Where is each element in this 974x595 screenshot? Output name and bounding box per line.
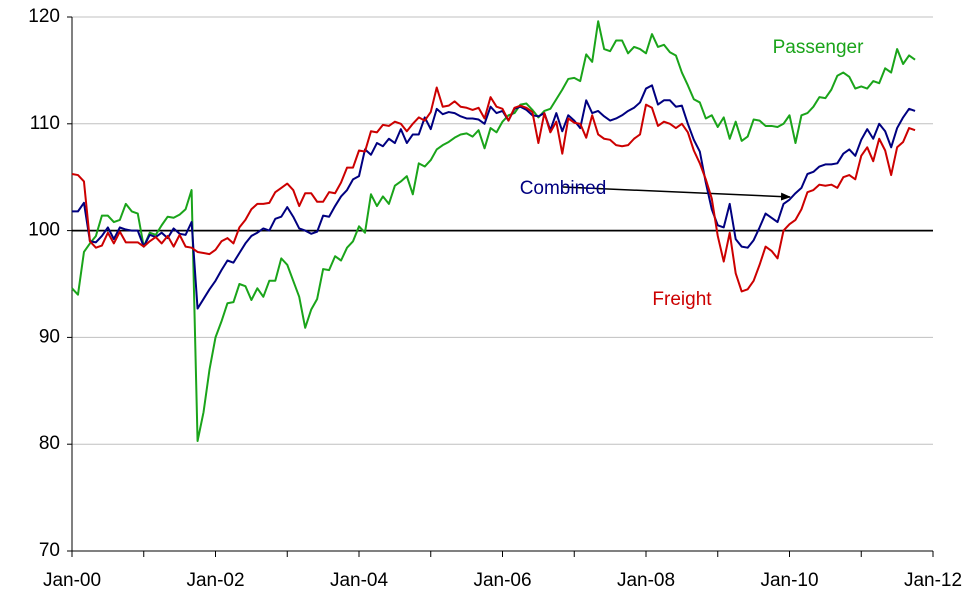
x-tick-label: Jan-02 (186, 570, 244, 591)
x-tick-label: Jan-06 (473, 570, 531, 591)
x-tick-label: Jan-12 (904, 570, 962, 591)
x-tick-label: Jan-04 (330, 570, 389, 591)
series-line (71, 86, 916, 293)
y-tick-label: 70 (39, 540, 60, 561)
series-label: Freight (652, 289, 712, 310)
series-label: Combined (520, 178, 607, 199)
series-label: Passenger (773, 37, 865, 58)
y-tick-label: 120 (28, 6, 60, 27)
series-line (71, 20, 916, 442)
x-tick-label: Jan-00 (43, 570, 101, 591)
y-tick-label: 100 (28, 220, 60, 241)
x-tick-label: Jan-08 (617, 570, 675, 591)
x-tick-label: Jan-10 (760, 570, 818, 591)
y-tick-label: 90 (39, 326, 60, 347)
y-tick-label: 110 (30, 113, 60, 134)
series-line (72, 84, 916, 310)
y-tick-label: 80 (39, 433, 60, 454)
annotation-arrow (562, 186, 791, 201)
